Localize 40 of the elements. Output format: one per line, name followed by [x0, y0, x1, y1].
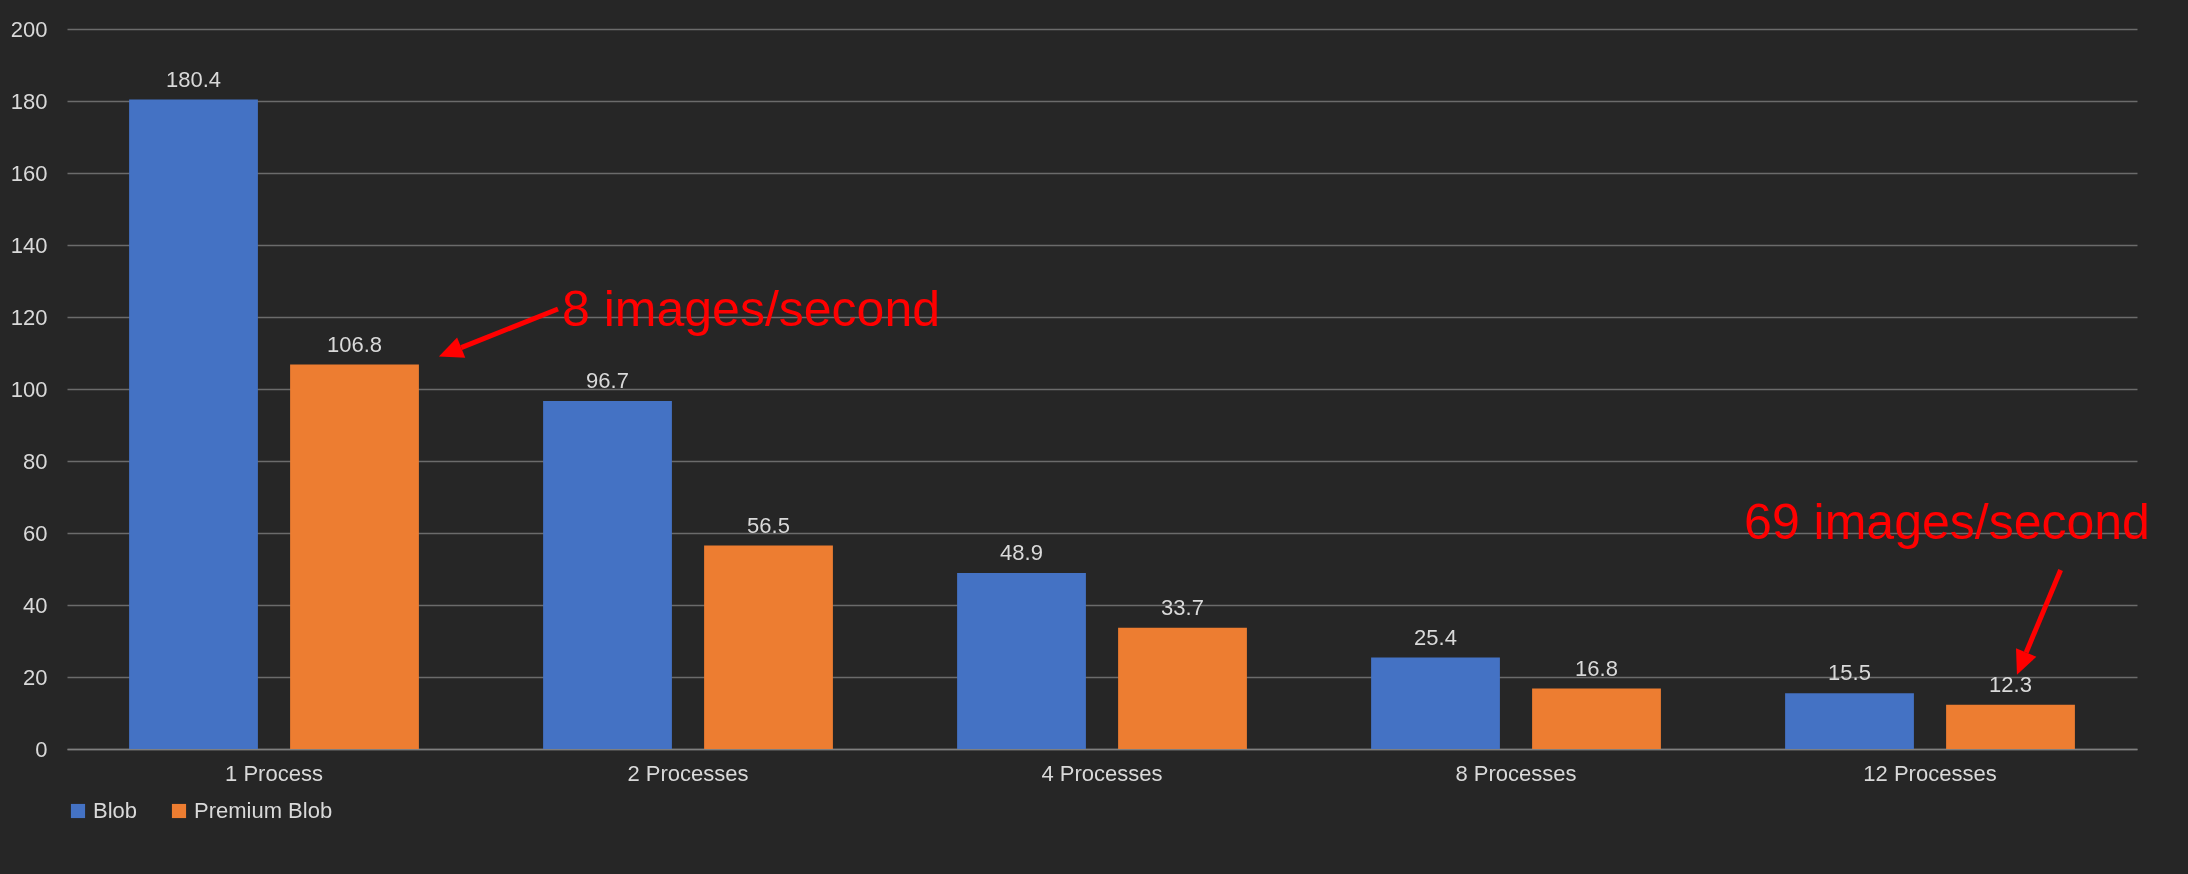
y-tick-label: 160 — [10, 160, 48, 186]
data-label: 25.4 — [1414, 624, 1457, 650]
annotation: 69 images/second — [1744, 494, 2150, 550]
y-tick-label: 0 — [35, 736, 48, 762]
y-tick-label: 100 — [10, 376, 48, 402]
x-tick-label: 1 Process — [225, 760, 323, 786]
bar — [1532, 688, 1661, 749]
bar — [957, 572, 1086, 749]
y-tick-label: 60 — [23, 520, 48, 546]
x-tick-label: 4 Processes — [1041, 760, 1163, 786]
data-label: 33.7 — [1161, 594, 1204, 620]
y-tick-label: 80 — [23, 448, 48, 474]
bar — [1785, 693, 1914, 749]
legend-label: Blob — [93, 798, 138, 823]
x-tick-label: 2 Processes — [627, 760, 749, 786]
data-label: 180.4 — [165, 66, 222, 92]
bar — [290, 364, 419, 749]
y-tick-label: 200 — [10, 16, 48, 42]
data-label: 48.9 — [1000, 539, 1043, 565]
data-label: 12.3 — [1989, 671, 2032, 697]
bar — [129, 99, 258, 749]
data-label: 56.5 — [747, 512, 790, 538]
x-tick-label: 12 Processes — [1863, 760, 1997, 786]
data-label: 96.7 — [586, 367, 629, 393]
bar — [543, 400, 672, 749]
x-tick-label: 8 Processes — [1455, 760, 1577, 786]
data-label: 106.8 — [326, 331, 383, 357]
y-tick-label: 20 — [23, 664, 48, 690]
bar — [1118, 627, 1247, 749]
bar — [704, 545, 833, 749]
legend-label: Premium Blob — [194, 798, 333, 823]
annotation: 8 images/second — [562, 281, 941, 337]
bar — [1946, 704, 2075, 749]
y-tick-label: 40 — [23, 592, 48, 618]
bar — [1371, 657, 1500, 749]
y-tick-label: 140 — [10, 232, 48, 258]
y-tick-label: 180 — [10, 88, 48, 114]
data-label: 15.5 — [1828, 660, 1871, 686]
y-tick-label: 120 — [10, 304, 48, 330]
data-label: 16.8 — [1575, 655, 1618, 681]
